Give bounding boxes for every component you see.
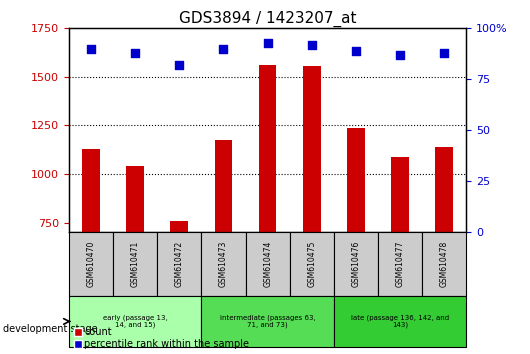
Text: GSM610470: GSM610470 xyxy=(86,241,95,287)
FancyBboxPatch shape xyxy=(378,232,422,296)
Bar xyxy=(391,158,409,354)
FancyBboxPatch shape xyxy=(69,232,113,296)
Text: GSM610477: GSM610477 xyxy=(396,241,404,287)
Point xyxy=(131,50,139,56)
Text: GSM610475: GSM610475 xyxy=(307,241,316,287)
Bar xyxy=(347,129,365,354)
Text: GSM610471: GSM610471 xyxy=(131,241,139,287)
Text: GSM610473: GSM610473 xyxy=(219,241,228,287)
FancyBboxPatch shape xyxy=(245,232,290,296)
Legend: count, percentile rank within the sample: count, percentile rank within the sample xyxy=(74,327,250,349)
Point xyxy=(263,40,272,45)
Point xyxy=(396,52,404,58)
Bar xyxy=(436,147,453,354)
FancyBboxPatch shape xyxy=(201,232,245,296)
Text: development stage: development stage xyxy=(3,324,98,334)
Point xyxy=(219,46,228,52)
Point xyxy=(175,62,183,68)
FancyBboxPatch shape xyxy=(334,232,378,296)
Point xyxy=(352,48,360,53)
Text: GSM610476: GSM610476 xyxy=(351,241,360,287)
Text: GSM610472: GSM610472 xyxy=(175,241,184,287)
Text: early (passage 13,
14, and 15): early (passage 13, 14, and 15) xyxy=(103,314,167,329)
Bar xyxy=(82,149,100,354)
Text: late (passage 136, 142, and
143): late (passage 136, 142, and 143) xyxy=(351,314,449,329)
Bar xyxy=(303,66,321,354)
Bar xyxy=(259,65,277,354)
Bar xyxy=(171,221,188,354)
Title: GDS3894 / 1423207_at: GDS3894 / 1423207_at xyxy=(179,11,356,27)
FancyBboxPatch shape xyxy=(290,232,334,296)
Bar xyxy=(215,140,232,354)
Text: GSM610474: GSM610474 xyxy=(263,241,272,287)
Text: GSM610478: GSM610478 xyxy=(440,241,449,287)
FancyBboxPatch shape xyxy=(113,232,157,296)
FancyBboxPatch shape xyxy=(334,296,466,347)
Point xyxy=(307,42,316,47)
Point xyxy=(87,46,95,52)
FancyBboxPatch shape xyxy=(422,232,466,296)
Point xyxy=(440,50,448,56)
FancyBboxPatch shape xyxy=(69,296,201,347)
Bar xyxy=(126,166,144,354)
FancyBboxPatch shape xyxy=(157,232,201,296)
Text: intermediate (passages 63,
71, and 73): intermediate (passages 63, 71, and 73) xyxy=(220,314,315,329)
FancyBboxPatch shape xyxy=(201,296,334,347)
